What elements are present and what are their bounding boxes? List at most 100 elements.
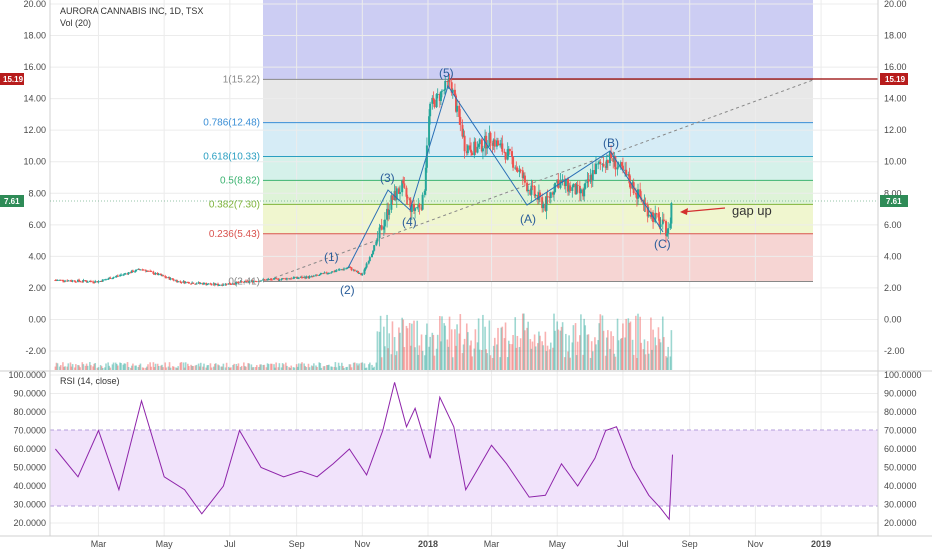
volume-bar (109, 367, 112, 370)
volume-bar (269, 363, 272, 370)
candle-body (418, 204, 421, 208)
elliott-wave-path[interactable] (347, 84, 664, 269)
candle-body (177, 281, 180, 283)
volume-bar (489, 355, 492, 370)
candle-body (240, 281, 243, 283)
volume-bar (647, 353, 650, 370)
candle-body (402, 180, 405, 184)
right-rsi-axis[interactable]: 100.0000 90.0000 80.0000 70.0000 60.0000 50.0… (884, 370, 922, 528)
volume-bar (448, 316, 451, 370)
candle-body (325, 272, 328, 274)
volume-bar (545, 351, 548, 370)
candle-body (338, 269, 341, 271)
price-candles (54, 73, 673, 287)
volume-bar (548, 349, 551, 370)
volume-bar (622, 323, 624, 370)
volume-bar (552, 347, 554, 370)
time-axis[interactable]: Mar May Jul Sep Nov 2018 Mar May Jul Sep Nov 2019 (91, 539, 831, 549)
candle-body (670, 203, 673, 224)
candle-body (108, 277, 111, 279)
price-tick-left: 4.00 (28, 251, 46, 261)
volume-bar (267, 364, 270, 370)
price-tick-right: -2.00 (884, 346, 905, 356)
volume-bar (93, 363, 95, 370)
volume-bar (465, 323, 468, 370)
right-price-axis[interactable]: 20.00 18.00 16.00 14.00 12.00 10.00 8.00 6.00 4.… (884, 0, 907, 356)
candle-body (584, 183, 587, 189)
volume-bar (183, 367, 186, 370)
volume-bar (500, 327, 503, 370)
volume-bar (537, 343, 539, 370)
volume-bar (584, 325, 587, 370)
candle-body (311, 276, 314, 278)
rsi-line (55, 382, 673, 521)
candle-body (270, 279, 273, 281)
candle-body (235, 281, 238, 285)
volume-bar (454, 329, 456, 370)
volume-bar (617, 340, 620, 370)
candle-body (221, 284, 224, 286)
candle-body (74, 281, 77, 283)
candle-body (655, 213, 658, 215)
volume-bar (335, 367, 338, 370)
badge-high-left: 15.19 (3, 75, 24, 84)
volume-bar (379, 315, 382, 370)
trend-line[interactable] (262, 79, 814, 283)
candle-body (382, 226, 385, 230)
candle-body (375, 241, 378, 246)
volume-bar (259, 364, 261, 370)
volume-bar (602, 330, 605, 370)
fib-level-label: 1(15.22) (223, 74, 260, 85)
volume-bar (541, 341, 543, 370)
candle-body (365, 263, 368, 268)
volume-bar (417, 354, 420, 370)
candle-body (616, 167, 619, 170)
candle-body (617, 166, 620, 168)
price-tick-right: 0.00 (884, 314, 902, 324)
volume-bar (436, 334, 439, 370)
candle-body (661, 219, 664, 225)
volume-bar (277, 367, 280, 370)
left-rsi-axis[interactable]: 100.0000 90.0000 80.0000 70.0000 60.0000 50.0… (8, 370, 46, 528)
candle-body (345, 268, 348, 270)
candle-body (127, 272, 130, 275)
candle-body (58, 279, 61, 281)
candle-body (198, 282, 201, 284)
candle-body (260, 280, 263, 282)
candle-body (81, 281, 84, 283)
candle-body (280, 278, 283, 280)
volume-bar (248, 363, 251, 370)
candle-body (627, 174, 630, 176)
candle-body (93, 282, 96, 284)
volume-bar (605, 337, 608, 370)
price-tick-left: 10.00 (23, 157, 46, 167)
volume-bar (462, 344, 465, 370)
volume-indicator-label: Vol (20) (60, 18, 91, 28)
candle-body (197, 282, 200, 284)
candle-body (349, 267, 352, 269)
gap-up-arrow[interactable] (681, 207, 726, 213)
candle-body (504, 152, 507, 160)
volume-bar (409, 345, 412, 370)
volume-bar (503, 338, 506, 370)
volume-bar (531, 341, 534, 370)
candle-body (380, 225, 383, 230)
rsi-tick-right: 90.0000 (884, 389, 917, 399)
left-price-axis[interactable]: 20.00 18.00 16.00 14.00 12.00 10.00 8.00 6.00 4.… (23, 0, 46, 356)
candle-body (168, 277, 171, 280)
candle-body (476, 146, 479, 153)
volume-bar (67, 363, 70, 370)
volume-bar (373, 366, 375, 370)
candle-body (523, 175, 526, 183)
volume-bar (213, 363, 216, 370)
volume-bar (221, 366, 224, 370)
fib-level-label: 0.618(10.33) (203, 152, 260, 163)
volume-bar (429, 336, 431, 370)
volume-bar (642, 349, 645, 370)
candle-body (179, 281, 182, 283)
candle-body (514, 167, 517, 169)
volume-bar (188, 366, 190, 370)
volume-bar (659, 342, 662, 370)
